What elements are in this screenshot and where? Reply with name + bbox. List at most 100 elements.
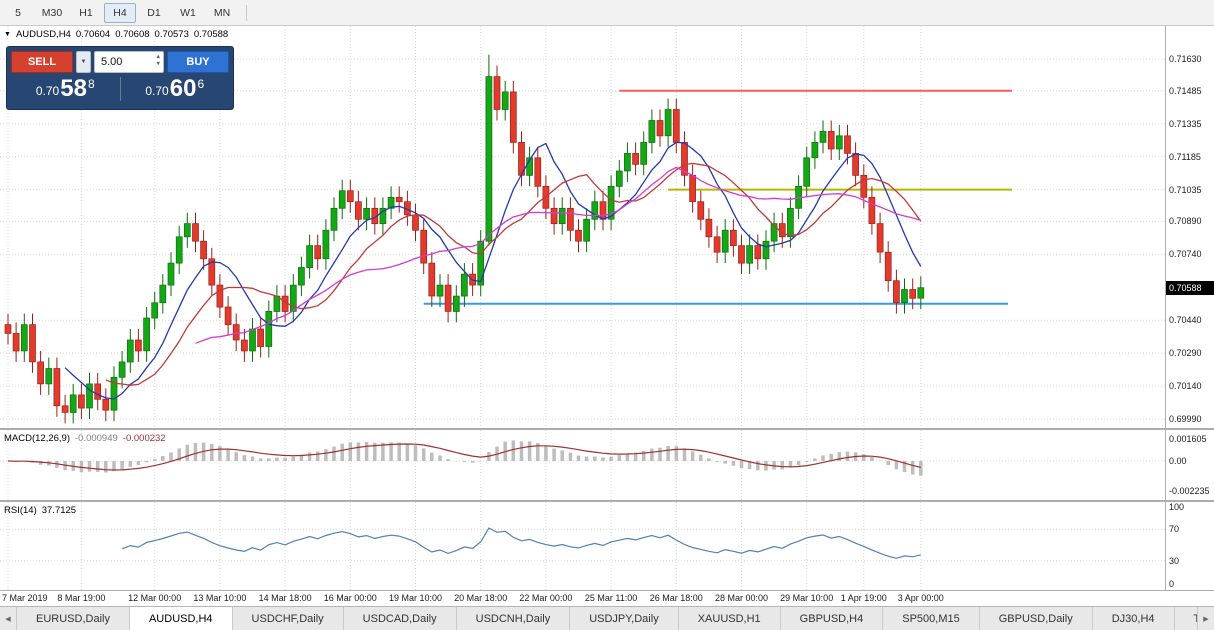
- price-scale-label: 0.71035: [1169, 184, 1202, 195]
- chart-tabs-strip: EURUSD,Daily AUDUSD,H4 USDCHF,Daily USDCAD,…: [17, 607, 1197, 630]
- time-axis-label: 1 Apr 19:00: [840, 593, 887, 603]
- chart-tab[interactable]: TECH100,H1: [1175, 607, 1198, 630]
- tab-scroll-right[interactable]: ▶: [1197, 607, 1214, 630]
- ask-price-big-digits: 60: [169, 75, 197, 102]
- timeframe-button-group: 5 M30 H1 H4 D1 W1 MN: [2, 2, 240, 23]
- price-scale-label: 0.71630: [1169, 54, 1202, 64]
- rsi-pane[interactable]: RSI(14) 37.7125: [0, 502, 1165, 590]
- macd-scale-label: 0.001605: [1169, 434, 1207, 445]
- quote-divider: [119, 77, 121, 101]
- timeframe-button-MN[interactable]: MN: [213, 6, 231, 19]
- macd-main-value: -0.000949: [75, 433, 118, 444]
- rsi-header: RSI(14) 37.7125: [4, 505, 76, 516]
- scroll-right-icon: ▶: [1203, 615, 1209, 623]
- chart-window: ▼ AUDUSD,H4 0.70604 0.70608 0.70573 0.70…: [0, 26, 1214, 606]
- price-scale-label: 0.69990: [1169, 414, 1202, 424]
- timeframe-button-M30[interactable]: M30: [41, 6, 63, 19]
- volume-stepper: ▲ ▼: [156, 54, 161, 68]
- chart-high-value: 0.70608: [115, 29, 150, 40]
- bid-price-big-digits: 58: [60, 75, 87, 102]
- time-axis-label: 12 Mar 00:00: [128, 593, 182, 603]
- timeframe-button-W1[interactable]: W1: [180, 6, 196, 19]
- time-axis-label: 26 Mar 18:00: [649, 593, 703, 603]
- macd-scale-label: -0.002235: [1169, 486, 1210, 497]
- chart-tab[interactable]: SP500,M15: [883, 607, 980, 630]
- chart-tabbar: ◀ EURUSD,Daily AUDUSD,H4 USDCHF,Daily USDCA…: [0, 606, 1214, 630]
- ma-line-24: [195, 166, 921, 344]
- chart-tab[interactable]: USDCAD,Daily: [344, 607, 457, 630]
- main-chart-pane[interactable]: ▼ AUDUSD,H4 0.70604 0.70608 0.70573 0.70…: [0, 26, 1165, 428]
- macd-scale[interactable]: 0.001605 0.00 -0.002235: [1165, 430, 1214, 500]
- timeframe-button-H4[interactable]: H4: [104, 2, 136, 23]
- timeframe-button-5[interactable]: 5: [15, 6, 21, 19]
- chart-low-value: 0.70573: [154, 29, 189, 40]
- rsi-label: RSI(14): [4, 505, 37, 516]
- macd-signal-value: -0.000232: [122, 433, 166, 444]
- volume-step-down-icon[interactable]: ▼: [155, 61, 161, 67]
- macd-header: MACD(12,26,9) -0.000949 -0.000232: [4, 433, 166, 444]
- pane-splitter[interactable]: [0, 428, 1214, 430]
- time-axis-label: 7 Mar 2019: [2, 593, 48, 603]
- current-price-badge: 0.70588: [1166, 280, 1214, 295]
- time-axis-label: 16 Mar 00:00: [323, 593, 377, 603]
- time-axis-label: 14 Mar 18:00: [258, 593, 312, 603]
- buy-button[interactable]: BUY: [167, 51, 229, 73]
- time-axis-label: 13 Mar 10:00: [193, 593, 247, 603]
- bid-price: 0.70 58 8: [11, 75, 120, 103]
- chart-open-value: 0.70604: [75, 29, 111, 40]
- timeframe-button-D1[interactable]: D1: [147, 6, 161, 19]
- price-scale-label: 0.70140: [1169, 381, 1202, 392]
- rsi-scale-label: 100: [1169, 502, 1185, 512]
- one-click-trading-panel: SELL ▼ ▲ ▼ BUY 0.70: [6, 46, 234, 110]
- macd-canvas[interactable]: [0, 430, 1165, 500]
- tab-scroll-left[interactable]: ◀: [0, 607, 17, 630]
- macd-histogram: [14, 440, 923, 476]
- rsi-scale-label: 0: [1169, 579, 1175, 589]
- volume-step-up-icon[interactable]: ▲: [155, 54, 161, 60]
- macd-label: MACD(12,26,9): [4, 433, 70, 444]
- time-axis-label: 25 Mar 11:00: [584, 593, 638, 603]
- candlestick-chart-canvas[interactable]: [0, 26, 1165, 428]
- timeframe-button-H1[interactable]: H1: [79, 6, 93, 19]
- sell-button[interactable]: SELL: [11, 51, 73, 73]
- chart-tab[interactable]: DJ30,H4: [1093, 607, 1175, 630]
- ask-price-prefix: 0.70: [145, 84, 169, 98]
- chart-tab[interactable]: USDCHF,Daily: [233, 607, 344, 630]
- ask-price-pipette: 6: [197, 77, 205, 91]
- chart-tab[interactable]: USDJPY,Daily: [570, 607, 679, 630]
- chart-tab[interactable]: XAUUSD,H1: [679, 607, 781, 630]
- rsi-scale[interactable]: 100 70 30 0: [1165, 502, 1214, 590]
- one-click-collapse-icon[interactable]: ▼: [4, 31, 11, 38]
- chart-close-value: 0.70588: [193, 29, 229, 40]
- time-axis-label: 28 Mar 00:00: [714, 593, 769, 603]
- time-axis-label: 22 Mar 00:00: [519, 593, 573, 603]
- rsi-scale-label: 70: [1169, 524, 1180, 535]
- price-scale-label: 0.71185: [1169, 151, 1201, 162]
- price-scale-label: 0.70290: [1169, 348, 1202, 359]
- dropdown-arrow-icon: ▼: [80, 59, 87, 65]
- chart-tab[interactable]: USDCNH,Daily: [457, 607, 571, 630]
- rsi-line: [121, 527, 921, 559]
- macd-pane[interactable]: MACD(12,26,9) -0.000949 -0.000232: [0, 430, 1165, 500]
- volume-input[interactable]: [95, 56, 163, 68]
- rsi-canvas[interactable]: [0, 502, 1165, 590]
- time-axis-label: 19 Mar 10:00: [388, 593, 443, 603]
- rsi-scale-label: 30: [1169, 555, 1180, 566]
- price-scale-label: 0.70740: [1169, 249, 1202, 260]
- bid-price-pipette: 8: [87, 77, 95, 91]
- timeframe-toolbar: 5 M30 H1 H4 D1 W1 MN: [0, 0, 1214, 26]
- chart-tab[interactable]: GBPUSD,H4: [781, 607, 884, 630]
- price-scale-label: 0.70890: [1169, 216, 1202, 227]
- chart-tab[interactable]: AUDUSD,H4: [129, 607, 233, 630]
- chart-tab[interactable]: GBPUSD,Daily: [980, 607, 1093, 630]
- time-axis[interactable]: 7 Mar 2019 8 Mar 19:00 12 Mar 00:00 13 Mar …: [0, 590, 1214, 606]
- macd-signal-line: [7, 443, 921, 471]
- time-axis-label: 20 Mar 18:00: [454, 593, 508, 603]
- volume-dropdown-button[interactable]: ▼: [76, 51, 91, 73]
- price-scale[interactable]: 0.70588 0.71630 0.71485 0.71335 0.71185 0.71…: [1165, 26, 1214, 428]
- time-axis-label: 8 Mar 19:00: [57, 593, 106, 603]
- pane-splitter[interactable]: [0, 500, 1214, 502]
- chart-tab[interactable]: EURUSD,Daily: [17, 607, 130, 630]
- bid-price-prefix: 0.70: [35, 84, 60, 98]
